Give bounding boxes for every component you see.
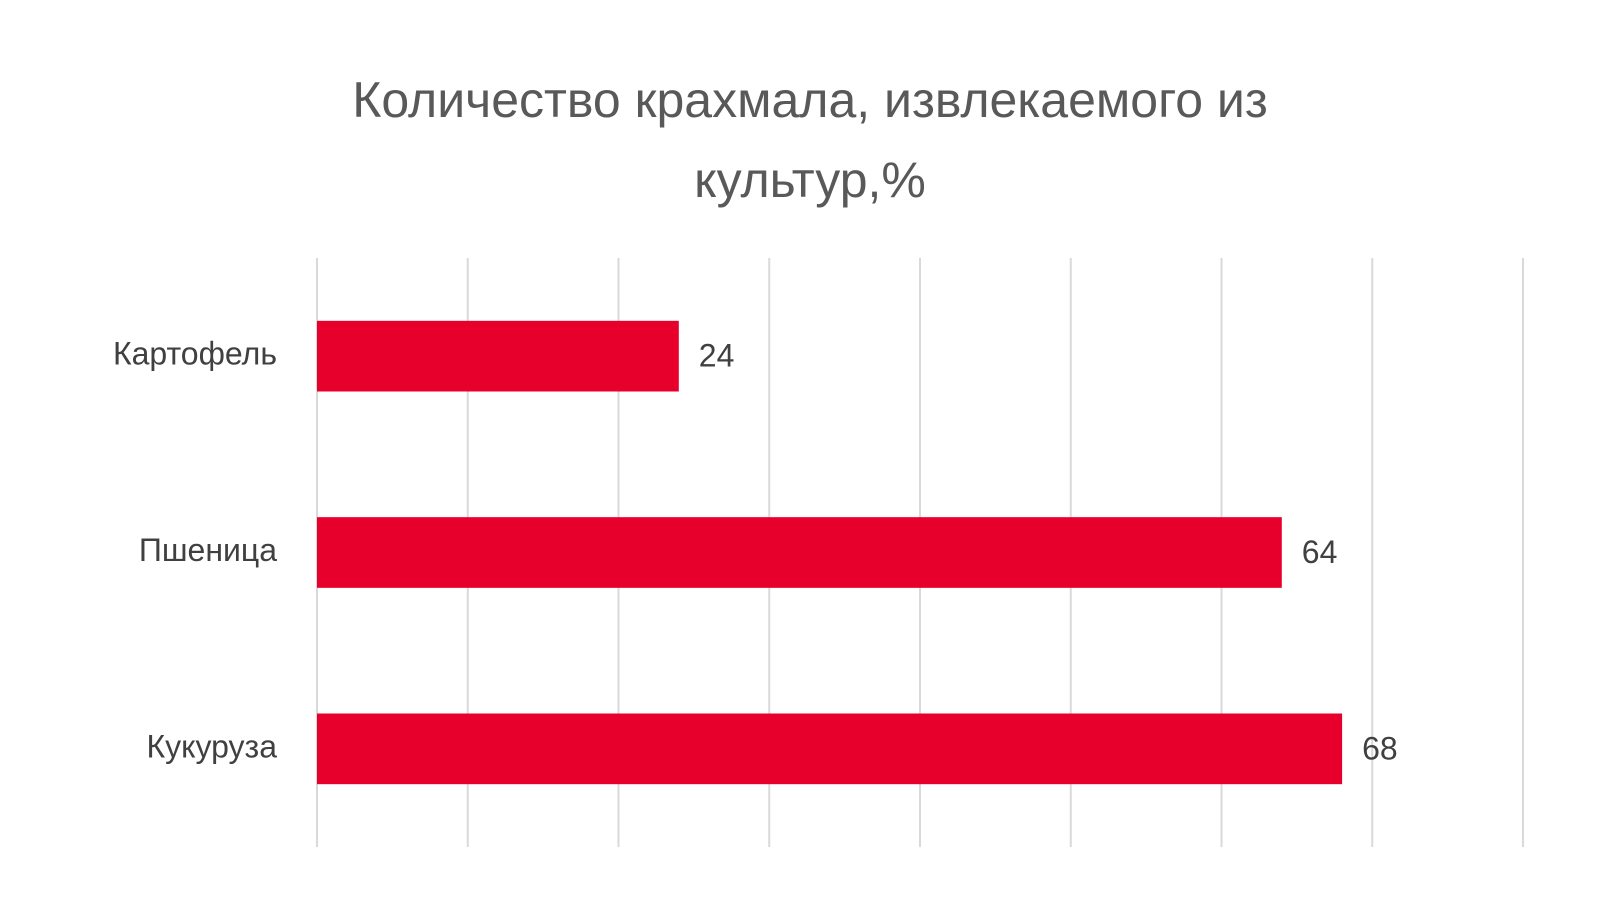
bar [317,713,1343,785]
y-tick-label: Картофель [113,336,277,372]
data-label: 24 [699,338,735,374]
y-tick-label: Кукуруза [146,728,277,764]
data-label: 64 [1302,534,1338,570]
y-tick-label: Пшеница [139,532,277,568]
data-label: 68 [1362,730,1398,766]
bar [317,320,679,392]
chart-title: Количество крахмала, извлекаемого из кул… [352,72,1268,208]
bar [317,517,1282,588]
